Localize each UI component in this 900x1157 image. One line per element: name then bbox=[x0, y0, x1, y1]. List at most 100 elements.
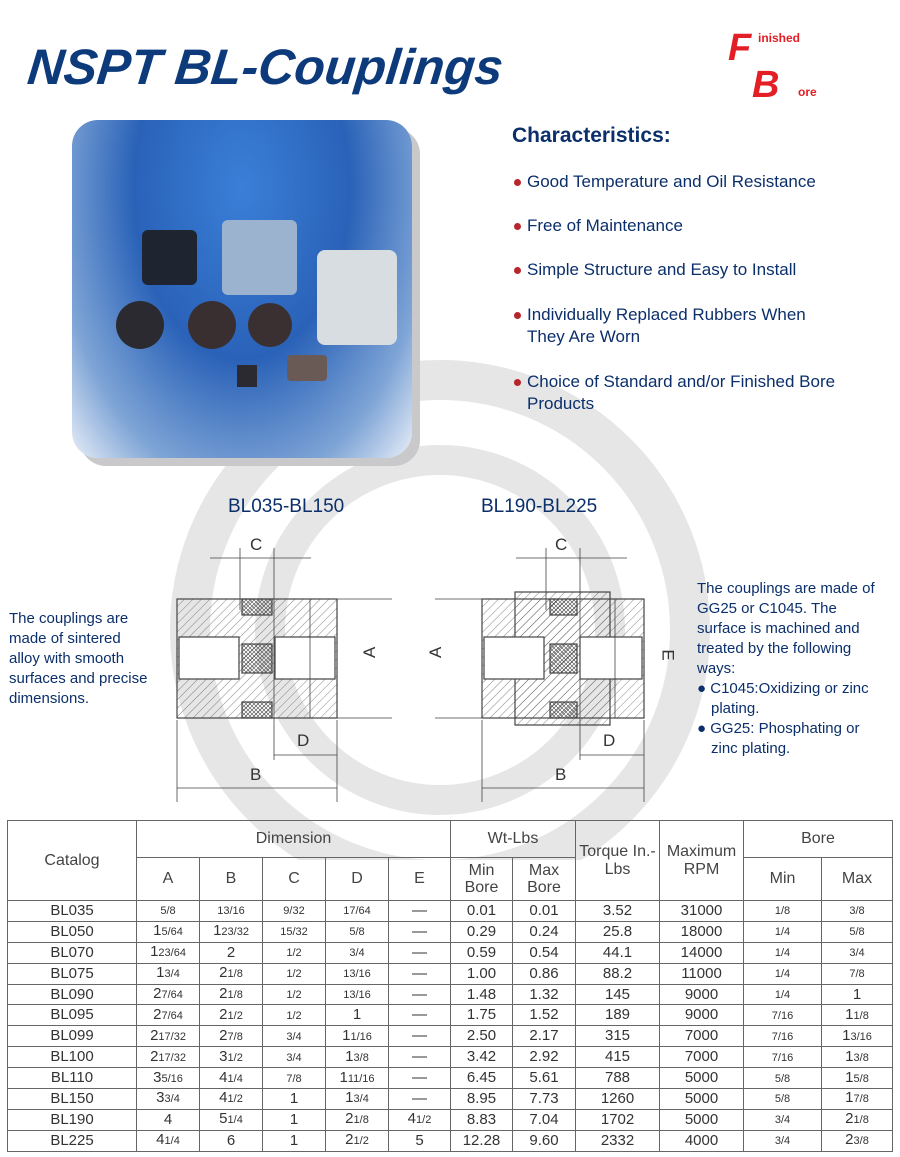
table-cell: 21/8 bbox=[199, 983, 263, 1006]
table-cell: 21/2 bbox=[325, 1129, 389, 1152]
table-cell: 2.92 bbox=[512, 1046, 576, 1069]
col-torque: Torque In.-Lbs bbox=[575, 820, 660, 901]
product-photo bbox=[72, 120, 412, 458]
col-rpm: Maximum RPM bbox=[659, 820, 744, 901]
table-cell: 4000 bbox=[659, 1129, 744, 1152]
table-cell: 41/2 bbox=[199, 1088, 263, 1110]
table-cell: 5/8 bbox=[325, 920, 389, 943]
sintered-alloy-note: The couplings are made of sintered alloy… bbox=[9, 610, 148, 707]
characteristic-item: Free of Maintenance bbox=[514, 215, 857, 237]
table-cell: 1/4 bbox=[743, 920, 822, 943]
table-cell: 1 bbox=[262, 1088, 326, 1110]
characteristic-item: Good Temperature and Oil Resistance bbox=[514, 171, 857, 193]
bullet-icon bbox=[514, 179, 521, 186]
svg-text:B: B bbox=[555, 765, 566, 784]
table-cell: 5/8 bbox=[821, 920, 893, 943]
table-cell: 13/16 bbox=[325, 962, 389, 985]
col-max-bore: Max Bore bbox=[512, 857, 576, 901]
table-cell: 7/8 bbox=[821, 962, 893, 985]
svg-text:D: D bbox=[603, 731, 615, 750]
table-cell: 1 bbox=[262, 1108, 326, 1131]
table-cell: 5/8 bbox=[136, 900, 200, 922]
svg-text:inished: inished bbox=[758, 31, 800, 45]
table-cell: — bbox=[388, 920, 451, 943]
table-cell: 1.75 bbox=[450, 1004, 513, 1027]
col-dimension: Dimension bbox=[136, 820, 451, 858]
table-row: BL035 5/8 13/16 9/32 17/64—0.01 0.01 3.52 31000… bbox=[7, 900, 893, 922]
table-cell: — bbox=[388, 1025, 451, 1048]
col-wt: Wt-Lbs bbox=[450, 820, 576, 858]
table-cell: 31000 bbox=[659, 900, 744, 922]
table-cell: 415 bbox=[575, 1046, 660, 1069]
col-min-bore: Min Bore bbox=[450, 857, 513, 901]
table-cell: 3.42 bbox=[450, 1046, 513, 1069]
table-cell: 13/4 bbox=[325, 1088, 389, 1110]
table-cell: 5000 bbox=[659, 1088, 744, 1110]
table-cell: 33/4 bbox=[136, 1088, 200, 1110]
table-cell: 5000 bbox=[659, 1067, 744, 1090]
table-cell: 123/64 bbox=[136, 941, 200, 964]
table-cell: 1/4 bbox=[743, 962, 822, 985]
table-row: BL110 35/16 41/4 7/8 111/16—6.45 5.61 788 5000 5… bbox=[7, 1067, 893, 1090]
table-cell: — bbox=[388, 962, 451, 985]
table-cell: 27/64 bbox=[136, 1004, 200, 1027]
table-cell: 13/8 bbox=[325, 1046, 389, 1069]
table-cell: 8.83 bbox=[450, 1108, 513, 1131]
table-cell: 5 bbox=[388, 1129, 451, 1152]
diagram-bl035 bbox=[176, 548, 392, 802]
table-cell: 18000 bbox=[659, 920, 744, 943]
table-cell: 15/64 bbox=[136, 920, 200, 943]
coupling-diagrams: C D B A C D B A bbox=[176, 535, 645, 802]
table-cell: — bbox=[388, 1046, 451, 1069]
col-d: D bbox=[325, 857, 389, 901]
table-cell: 2 bbox=[199, 941, 263, 964]
table-cell: 1/2 bbox=[262, 983, 326, 1006]
table-cell: 9000 bbox=[659, 1004, 744, 1027]
svg-text:B: B bbox=[752, 64, 779, 98]
table-cell: 7000 bbox=[659, 1046, 744, 1069]
table-cell: 1/8 bbox=[743, 900, 822, 922]
characteristics-heading: Characteristics: bbox=[512, 124, 671, 147]
bullet-icon bbox=[514, 379, 521, 386]
col-e: E bbox=[388, 857, 451, 901]
table-cell: 13/4 bbox=[136, 962, 200, 985]
svg-text:C: C bbox=[555, 535, 567, 554]
table-cell: 7/8 bbox=[262, 1067, 326, 1090]
characteristic-item: Choice of Standard and/or Finished Bore … bbox=[514, 371, 837, 415]
dim-b-label: B bbox=[250, 765, 261, 784]
table-cell: 3/4 bbox=[262, 1046, 326, 1069]
table-cell: 8.95 bbox=[450, 1088, 513, 1110]
table-cell: 88.2 bbox=[575, 962, 660, 985]
table-cell: 51/4 bbox=[199, 1108, 263, 1131]
table-cell: 3/4 bbox=[325, 941, 389, 964]
table-cell: 1/4 bbox=[743, 983, 822, 1006]
table-cell: 1/4 bbox=[743, 941, 822, 964]
table-cell: 217/32 bbox=[136, 1025, 200, 1048]
table-cell: 1.52 bbox=[512, 1004, 576, 1027]
table-cell: 1702 bbox=[575, 1108, 660, 1131]
table-cell: 3.52 bbox=[575, 900, 660, 922]
table-cell: 1 bbox=[821, 983, 893, 1006]
table-cell: BL100 bbox=[7, 1046, 137, 1069]
table-row: BL070 123/64 2 1/2 3/4—0.59 0.54 44.1 14000 1/4 3… bbox=[7, 941, 893, 964]
table-cell: BL099 bbox=[7, 1025, 137, 1048]
table-cell: BL150 bbox=[7, 1088, 137, 1110]
characteristic-item: Simple Structure and Easy to Install bbox=[514, 259, 857, 281]
table-cell: BL050 bbox=[7, 920, 137, 943]
col-bore: Bore bbox=[743, 820, 893, 858]
diagram-bl190 bbox=[435, 548, 645, 802]
table-cell: 17/8 bbox=[821, 1088, 893, 1110]
table-cell: 41/4 bbox=[199, 1067, 263, 1090]
table-cell: 189 bbox=[575, 1004, 660, 1027]
table-cell: — bbox=[388, 1004, 451, 1027]
col-bore-max: Max bbox=[821, 857, 893, 901]
table-cell: 2332 bbox=[575, 1129, 660, 1152]
table-cell: 5.61 bbox=[512, 1067, 576, 1090]
table-cell: 0.29 bbox=[450, 920, 513, 943]
svg-text:ore: ore bbox=[798, 85, 817, 98]
diagram-label-small: BL035-BL150 bbox=[228, 496, 345, 517]
col-b: B bbox=[199, 857, 263, 901]
table-cell: 13/16 bbox=[199, 900, 263, 922]
table-cell: 13/16 bbox=[325, 983, 389, 1006]
table-cell: 5/8 bbox=[743, 1067, 822, 1090]
